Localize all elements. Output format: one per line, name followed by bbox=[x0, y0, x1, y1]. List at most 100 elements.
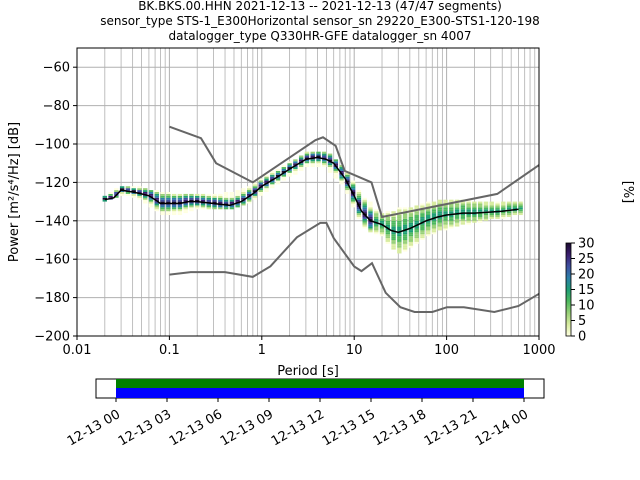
density-cell bbox=[472, 209, 477, 212]
density-cell bbox=[420, 216, 425, 219]
density-cell bbox=[206, 207, 211, 210]
density-cell bbox=[356, 195, 362, 198]
colorbar-tick-label: 10 bbox=[578, 299, 595, 314]
density-cell bbox=[264, 188, 269, 191]
density-cell bbox=[160, 209, 165, 212]
density-cell bbox=[258, 178, 263, 181]
density-cell bbox=[229, 192, 235, 194]
density-cell bbox=[483, 218, 489, 221]
density-cell bbox=[154, 195, 159, 198]
density-cell bbox=[426, 230, 431, 233]
density-cell bbox=[148, 193, 154, 196]
density-cell bbox=[506, 207, 512, 210]
density-cell bbox=[374, 215, 379, 217]
density-cell bbox=[241, 197, 246, 200]
density-cell bbox=[293, 172, 298, 175]
density-cell bbox=[252, 197, 258, 200]
density-cell bbox=[350, 203, 356, 206]
density-cell bbox=[374, 209, 379, 212]
density-cell bbox=[166, 195, 171, 198]
density-cell bbox=[304, 161, 310, 164]
density-cell bbox=[408, 240, 414, 242]
density-cell bbox=[171, 213, 177, 216]
density-cell bbox=[287, 168, 292, 171]
density-cell bbox=[460, 218, 466, 221]
density-cell bbox=[212, 195, 217, 198]
density-cell bbox=[443, 224, 448, 227]
density-cell bbox=[333, 168, 339, 171]
density-cell bbox=[322, 165, 327, 168]
density-cell bbox=[443, 228, 448, 231]
density-cell bbox=[143, 197, 148, 200]
density-cell bbox=[166, 205, 171, 208]
density-cell bbox=[368, 215, 373, 217]
density-cell bbox=[362, 197, 367, 200]
density-cell bbox=[327, 170, 333, 173]
colorbar-tick-label: 15 bbox=[578, 283, 595, 298]
density-cell bbox=[246, 192, 252, 194]
density-cell bbox=[252, 188, 258, 191]
density-cell bbox=[408, 230, 414, 233]
density-cell bbox=[275, 178, 281, 181]
density-cell bbox=[414, 241, 419, 244]
density-cell bbox=[293, 163, 298, 166]
density-cell bbox=[391, 232, 396, 235]
density-cell bbox=[171, 193, 177, 196]
density-cell bbox=[385, 211, 390, 214]
density-cell bbox=[374, 222, 379, 225]
x-axis-label: Period [s] bbox=[277, 364, 339, 379]
chart-title-line-1: BK.BKS.00.HHN 2021-12-13 -- 2021-12-13 (… bbox=[138, 0, 502, 13]
density-cell bbox=[379, 232, 385, 235]
density-cell bbox=[258, 180, 263, 183]
density-cell bbox=[391, 226, 396, 229]
density-cell bbox=[160, 213, 165, 216]
density-cell bbox=[362, 205, 367, 208]
density-cell bbox=[154, 197, 159, 200]
density-cell bbox=[408, 220, 414, 223]
timeline-tick-label: 12-13 18 bbox=[371, 407, 429, 449]
density-cell bbox=[512, 213, 518, 216]
density-cell bbox=[246, 190, 252, 192]
density-cell bbox=[472, 215, 477, 217]
density-cell bbox=[408, 238, 414, 240]
density-cell bbox=[385, 218, 390, 221]
density-cell bbox=[223, 201, 229, 204]
density-cell bbox=[414, 226, 419, 229]
density-cell bbox=[362, 209, 367, 212]
density-cell bbox=[310, 161, 315, 164]
density-cell bbox=[443, 222, 448, 225]
density-cell bbox=[437, 211, 442, 214]
density-cell bbox=[160, 207, 165, 210]
density-cell bbox=[437, 228, 442, 231]
density-cell bbox=[195, 193, 200, 196]
density-cell bbox=[177, 203, 183, 206]
density-cell bbox=[408, 228, 414, 231]
density-cell bbox=[402, 241, 408, 244]
density-cell bbox=[437, 226, 442, 229]
density-cell bbox=[212, 193, 217, 196]
density-cell bbox=[316, 165, 321, 168]
density-cell bbox=[431, 222, 437, 225]
density-cell bbox=[501, 213, 506, 216]
density-cell bbox=[189, 197, 194, 200]
density-cell bbox=[402, 220, 408, 223]
density-cell bbox=[466, 213, 471, 216]
density-cell bbox=[420, 230, 425, 233]
density-cell bbox=[195, 203, 200, 206]
density-cell bbox=[397, 218, 402, 221]
density-cell bbox=[310, 159, 315, 162]
density-cell bbox=[506, 215, 512, 217]
density-cell bbox=[327, 157, 333, 160]
density-cell bbox=[501, 203, 506, 206]
density-cell bbox=[350, 186, 356, 189]
density-cell bbox=[420, 222, 425, 225]
density-cell bbox=[206, 203, 211, 206]
density-cell bbox=[171, 203, 177, 206]
density-cell bbox=[397, 249, 402, 252]
x-tick-label: 100 bbox=[434, 343, 459, 358]
density-cell bbox=[298, 163, 304, 166]
density-cell bbox=[102, 197, 108, 200]
density-cell bbox=[241, 203, 246, 206]
density-cell bbox=[443, 226, 448, 229]
y-tick-label: −60 bbox=[43, 61, 70, 76]
